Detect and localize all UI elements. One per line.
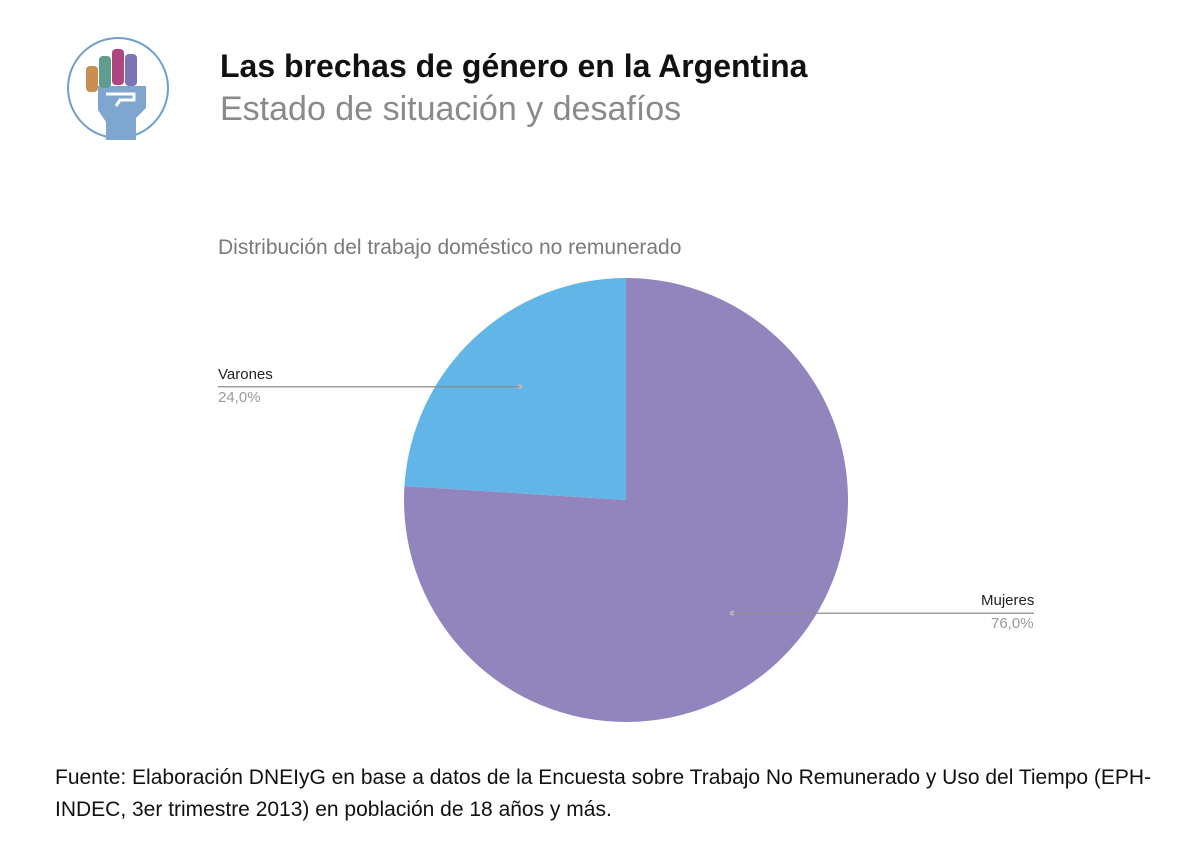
page-subtitle: Estado de situación y desafíos (220, 90, 682, 128)
source-note: Fuente: Elaboración DNEIyG en base a dat… (55, 766, 1152, 821)
slice-value-mujeres: 76,0% (991, 615, 1034, 633)
slice-label-mujeres: Mujeres (981, 592, 1035, 610)
slice-label-varones: Varones (218, 365, 273, 383)
logo-finger-1 (86, 66, 98, 92)
page-title: Las brechas de género en la Argentina (220, 48, 808, 84)
pie-slice-mujeres (404, 278, 849, 723)
pie-slice-varones (404, 278, 626, 500)
logo-thumb (106, 92, 136, 107)
raised-fist-icon (67, 37, 169, 140)
chart-title: Distribución del trabajo doméstico no re… (218, 236, 682, 259)
logo-finger-4 (125, 54, 137, 86)
logo-finger-2 (99, 56, 111, 88)
slice-value-varones: 24,0% (218, 388, 261, 406)
logo-finger-3 (112, 49, 124, 85)
